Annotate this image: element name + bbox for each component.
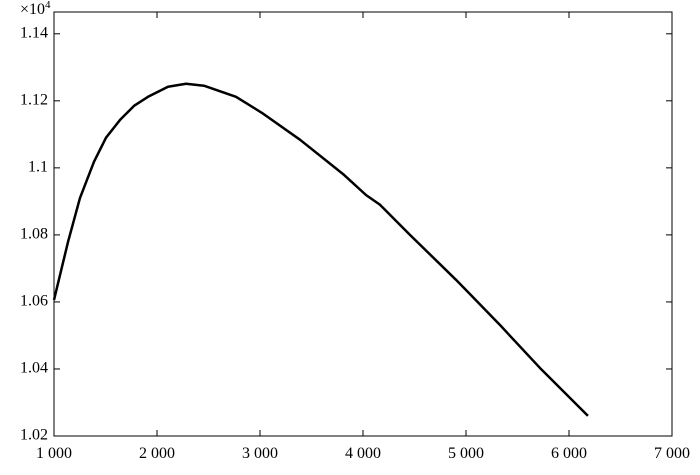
x-tick-label: 6 000 xyxy=(551,445,587,462)
y-tick-label: 1.04 xyxy=(20,360,48,377)
plot-frame xyxy=(53,11,673,437)
y-tick-label: 1.06 xyxy=(20,293,48,310)
x-tick-label: 3 000 xyxy=(242,445,278,462)
x-tick-label: 4 000 xyxy=(345,445,381,462)
multiplier-base: ×10 xyxy=(20,1,45,18)
data-line xyxy=(52,82,589,417)
y-tick-label: 1.14 xyxy=(20,24,48,41)
x-tick-label: 2 000 xyxy=(139,445,175,462)
x-tick-label: 1 000 xyxy=(36,445,72,462)
y-tick-label: 1.12 xyxy=(20,91,48,108)
x-tick-label: 7 000 xyxy=(654,445,690,462)
x-tick-label: 5 000 xyxy=(448,445,484,462)
y-tick-label: 1.02 xyxy=(20,427,48,444)
y-tick-label: 1.1 xyxy=(28,159,48,176)
y-tick-label: 1.08 xyxy=(20,226,48,243)
axis-multiplier: ×104 xyxy=(20,0,51,18)
multiplier-exponent: 4 xyxy=(45,0,51,11)
